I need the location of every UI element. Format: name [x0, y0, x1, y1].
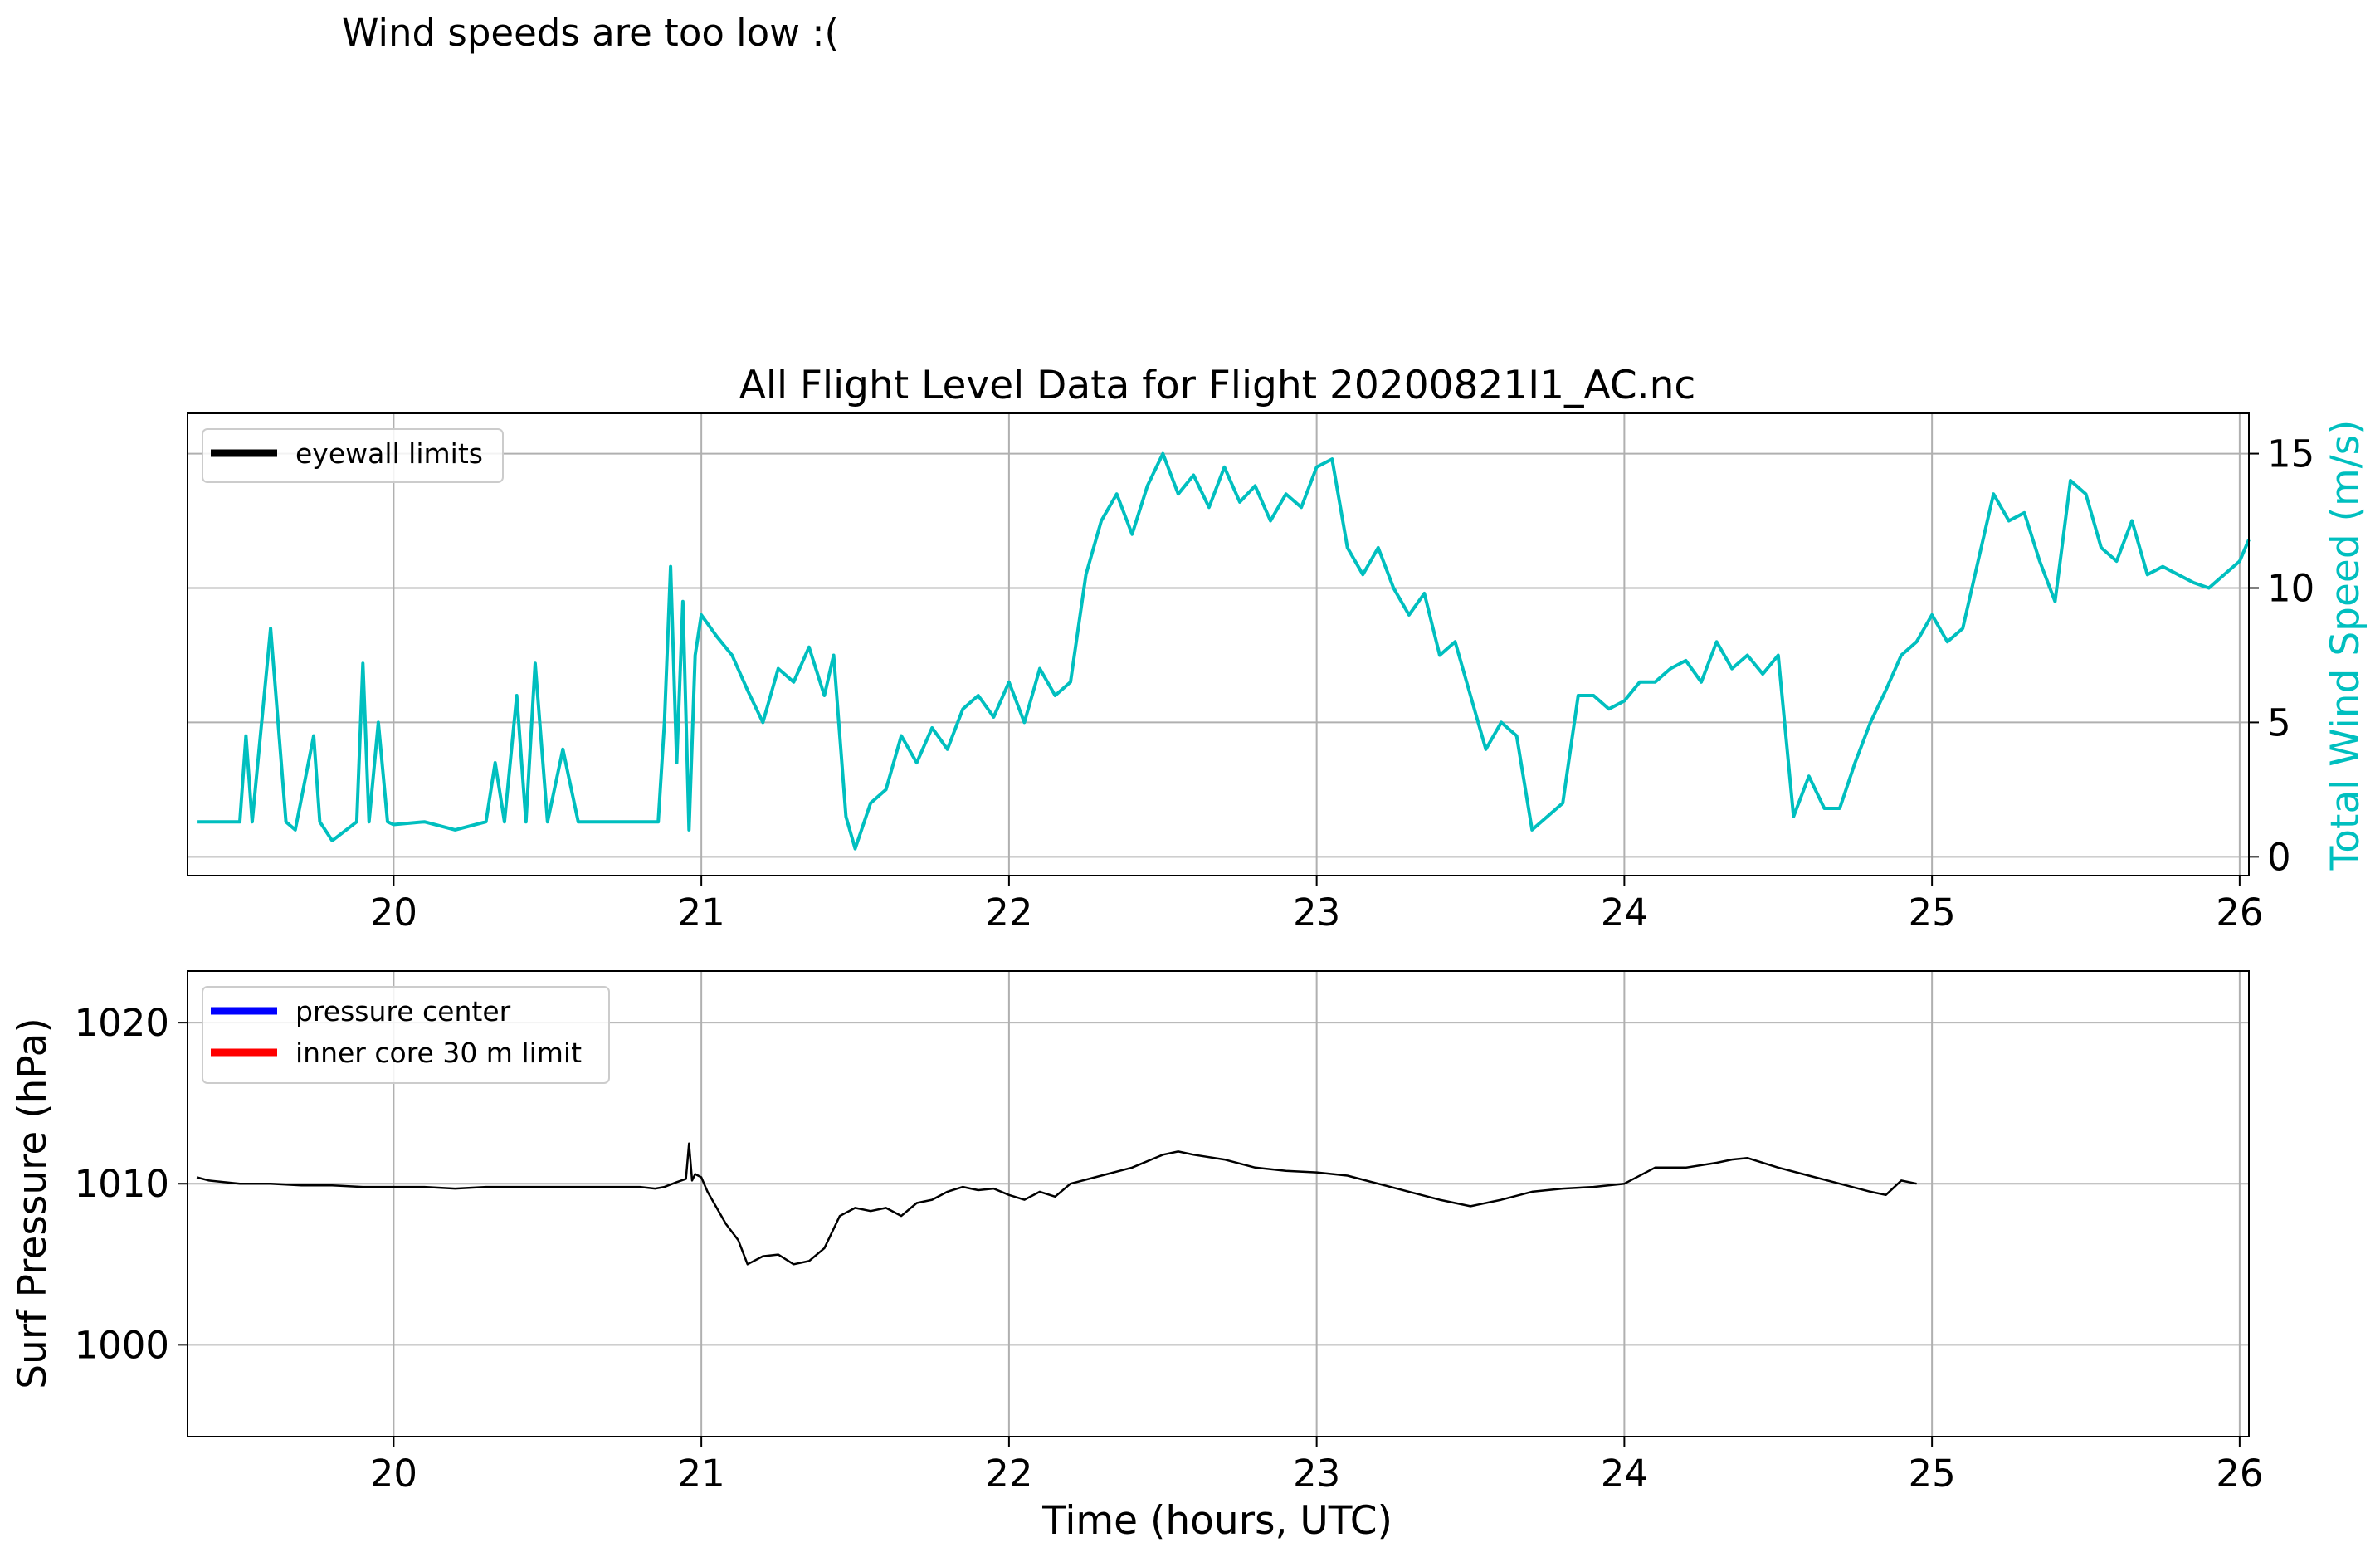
- wind-y-tick-label: 15: [2267, 432, 2314, 476]
- wind-speed-panel: All Flight Level Data for Flight 2020082…: [187, 363, 2368, 935]
- pressure-legend: pressure center inner core 30 m limit: [202, 986, 610, 1084]
- pressure-x-tick-label: 23: [1293, 1452, 1340, 1496]
- wind-x-tick-label: 20: [370, 891, 417, 935]
- pressure-series-group: [196, 1142, 1917, 1266]
- pressure-legend-box: [202, 986, 610, 1084]
- wind-x-tick-label: 21: [678, 891, 725, 935]
- pressure-x-tick-label: 21: [678, 1452, 725, 1496]
- wind-x-tick-label: 22: [985, 891, 1032, 935]
- wind-legend-box: [202, 428, 504, 483]
- wind-y-tick-label: 0: [2267, 835, 2291, 879]
- pressure-x-tick-label: 26: [2216, 1452, 2263, 1496]
- pressure-x-tick-label: 22: [985, 1452, 1032, 1496]
- pressure-legend-label-center: pressure center: [295, 995, 511, 1027]
- wind-grid: [188, 413, 2249, 876]
- pressure-series-line: [196, 1142, 1917, 1266]
- wind-legend: eyewall limits: [202, 428, 504, 483]
- pressure-x-tick-label: 24: [1601, 1452, 1648, 1496]
- pressure-y-tick-label: 1000: [74, 1323, 169, 1367]
- wind-legend-label-eyewall: eyewall limits: [295, 437, 483, 470]
- wind-x-ticks: 20 21 22 23 24 25 26: [370, 876, 2264, 935]
- wind-series-group: [197, 451, 2251, 851]
- pressure-panel: 20 21 22 23 24 25 26 1000 1010 1020 Surf Pressur…: [10, 970, 2264, 1544]
- pressure-x-ticks: 20 21 22 23 24 25 26: [370, 1437, 2264, 1496]
- wind-x-tick-label: 25: [1908, 891, 1955, 935]
- wind-series-line: [197, 451, 2251, 851]
- wind-x-tick-label: 26: [2216, 891, 2263, 935]
- wind-chart-title: All Flight Level Data for Flight 2020082…: [739, 363, 1695, 408]
- pressure-x-axis-label: Time (hours, UTC): [1041, 1498, 1392, 1544]
- pressure-axes-frame: [187, 970, 2250, 1437]
- wind-y-tick-label: 10: [2267, 566, 2314, 610]
- wind-y-ticks: 0 5 10 15: [2249, 432, 2314, 879]
- wind-x-tick-label: 23: [1293, 891, 1340, 935]
- pressure-y-ticks: 1000 1010 1020: [74, 1001, 188, 1367]
- wind-x-tick-label: 24: [1601, 891, 1648, 935]
- figure-note: Wind speeds are too low :(: [342, 11, 839, 55]
- pressure-x-tick-label: 20: [370, 1452, 417, 1496]
- wind-y-tick-label: 5: [2267, 700, 2291, 744]
- wind-y-axis-label: Total Wind Speed (m/s): [2323, 420, 2368, 871]
- pressure-legend-label-inner-core: inner core 30 m limit: [295, 1037, 582, 1069]
- pressure-y-tick-label: 1010: [74, 1162, 169, 1206]
- pressure-y-tick-label: 1020: [74, 1001, 169, 1045]
- pressure-x-tick-label: 25: [1908, 1452, 1955, 1496]
- pressure-y-axis-label: Surf Pressure (hPa): [10, 1018, 56, 1389]
- wind-axes-frame: [187, 412, 2250, 876]
